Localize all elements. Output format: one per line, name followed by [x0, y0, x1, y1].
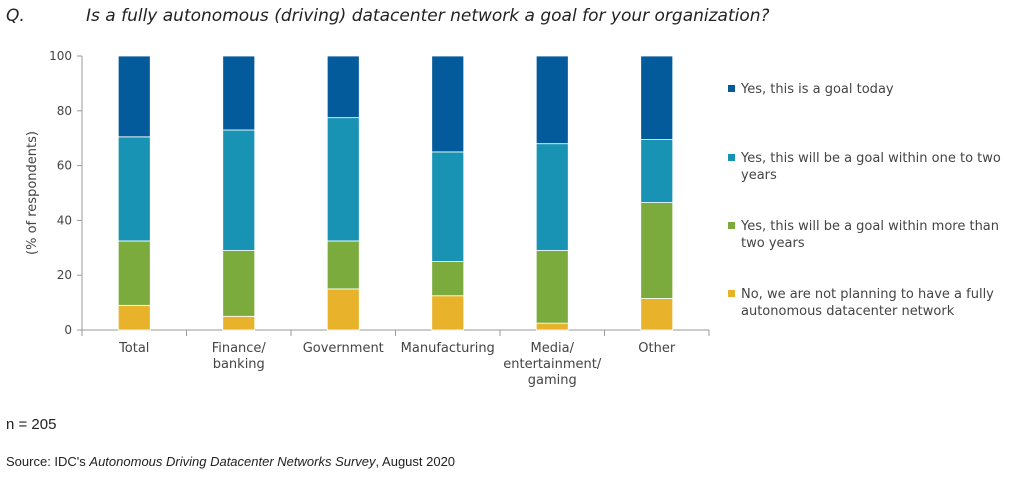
legend-swatch [728, 154, 735, 161]
bar-segment-2 [640, 202, 674, 299]
bar-segment-2 [431, 261, 465, 297]
legend-label: Yes, this will be a goal within more tha… [740, 219, 999, 251]
x-tick-label: Government [303, 341, 384, 356]
y-tick-label: 0 [64, 323, 72, 337]
bar-segment-2 [326, 240, 360, 290]
bar-segment-4 [431, 55, 465, 153]
source-note: Source: IDC's Autonomous Driving Datacen… [6, 454, 455, 469]
legend-label: Yes, this will be a goal within one to t… [740, 151, 1001, 183]
stacked-bar-chart: 0 20 40 60 80 100 (% of respondents) Total Finan… [25, 49, 1001, 388]
bar-segment-3 [640, 139, 674, 203]
legend-swatch [728, 222, 735, 229]
y-axis-title: (% of respondents) [25, 131, 40, 255]
bar-segment-1 [117, 304, 151, 331]
bar-segment-3 [326, 117, 360, 242]
y-tick-label: 40 [57, 213, 72, 227]
bar-segment-4 [326, 55, 360, 119]
bar-segment-4 [535, 55, 569, 145]
bar-segment-4 [640, 55, 674, 140]
legend-swatch [728, 290, 735, 297]
x-tick-label: Media/entertainment/gaming [503, 341, 602, 388]
legend-label: No, we are not planning to have a fully a… [741, 287, 994, 319]
source-suffix: , August 2020 [375, 454, 456, 469]
bar-segment-3 [431, 151, 465, 262]
legend-swatch [728, 85, 735, 92]
question-label: Q. [6, 6, 25, 26]
bar-segment-1 [222, 315, 256, 331]
bar-segment-2 [535, 250, 569, 324]
legend-label: Yes, this is a goal today [740, 82, 894, 97]
bar-segment-4 [222, 55, 256, 131]
y-tick-label: 100 [49, 49, 72, 63]
bar-segment-3 [222, 129, 256, 251]
source-prefix: Source: IDC's [6, 454, 90, 469]
bar-segment-3 [535, 143, 569, 251]
y-tick-label: 20 [57, 268, 72, 282]
bar-segment-3 [117, 136, 151, 242]
x-tick-label: Manufacturing [401, 341, 495, 356]
x-tick-label: Finance/banking [212, 341, 267, 372]
bar-segment-1 [640, 298, 674, 331]
bar-segment-4 [117, 55, 151, 138]
sample-size: n = 205 [6, 416, 57, 433]
x-tick-label: Total [118, 341, 149, 356]
bar-segment-2 [117, 240, 151, 306]
question-text: Is a fully autonomous (driving) datacent… [86, 6, 770, 26]
bar-segment-2 [222, 250, 256, 317]
source-title: Autonomous Driving Datacenter Networks S… [89, 454, 376, 469]
bar-segment-1 [326, 288, 360, 331]
x-tick-label: Other [638, 341, 676, 356]
bar-segment-1 [431, 295, 465, 331]
y-tick-label: 80 [57, 104, 72, 118]
bar-segment-1 [535, 322, 569, 331]
y-tick-label: 60 [57, 159, 72, 173]
